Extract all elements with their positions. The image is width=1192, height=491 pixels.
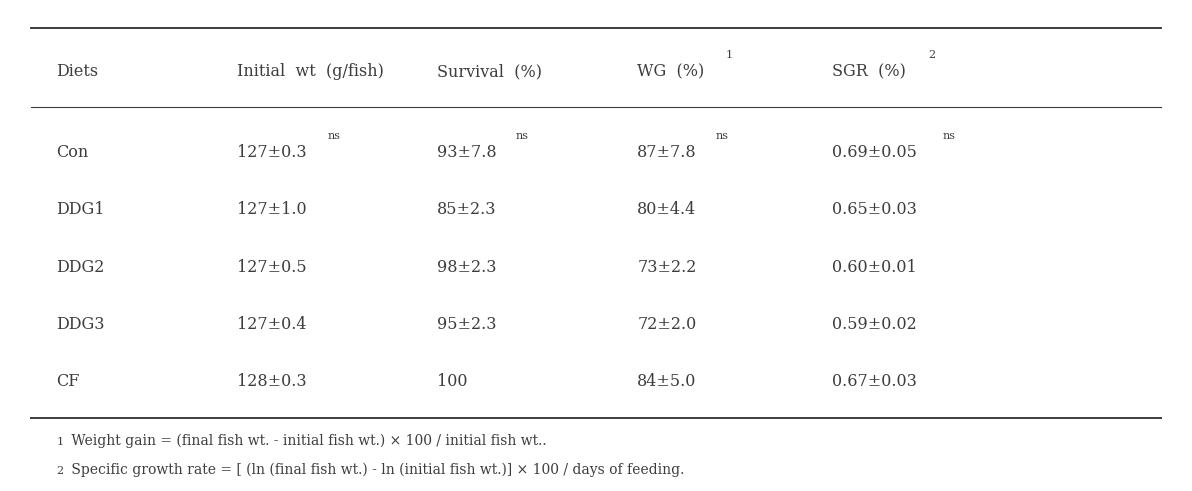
Text: Con: Con xyxy=(56,144,88,161)
Text: 84±5.0: 84±5.0 xyxy=(638,373,696,390)
Text: 127±0.5: 127±0.5 xyxy=(237,259,306,276)
Text: 85±2.3: 85±2.3 xyxy=(437,201,496,218)
Text: 73±2.2: 73±2.2 xyxy=(638,259,696,276)
Text: 1: 1 xyxy=(56,437,63,447)
Text: Initial  wt  (g/fish): Initial wt (g/fish) xyxy=(237,63,384,80)
Text: 80±4.4: 80±4.4 xyxy=(638,201,696,218)
Text: 95±2.3: 95±2.3 xyxy=(437,316,496,333)
Text: 72±2.0: 72±2.0 xyxy=(638,316,696,333)
Text: DDG1: DDG1 xyxy=(56,201,105,218)
Text: WG  (%): WG (%) xyxy=(638,63,704,80)
Text: 0.65±0.03: 0.65±0.03 xyxy=(832,201,917,218)
Text: 2: 2 xyxy=(929,50,936,60)
Text: CF: CF xyxy=(56,373,80,390)
Text: 1: 1 xyxy=(726,50,732,60)
Text: ns: ns xyxy=(942,131,955,141)
Text: 0.60±0.01: 0.60±0.01 xyxy=(832,259,917,276)
Text: Survival  (%): Survival (%) xyxy=(437,63,542,80)
Text: 100: 100 xyxy=(437,373,467,390)
Text: 0.67±0.03: 0.67±0.03 xyxy=(832,373,917,390)
Text: ns: ns xyxy=(715,131,728,141)
Text: 128±0.3: 128±0.3 xyxy=(237,373,306,390)
Text: DDG2: DDG2 xyxy=(56,259,105,276)
Text: ns: ns xyxy=(515,131,528,141)
Text: 127±1.0: 127±1.0 xyxy=(237,201,306,218)
Text: Diets: Diets xyxy=(56,63,99,80)
Text: DDG3: DDG3 xyxy=(56,316,105,333)
Text: 127±0.3: 127±0.3 xyxy=(237,144,306,161)
Text: Weight gain = (final fish wt. - initial fish wt.) × 100 / initial fish wt..: Weight gain = (final fish wt. - initial … xyxy=(67,434,546,448)
Text: 93±7.8: 93±7.8 xyxy=(437,144,497,161)
Text: Specific growth rate = [ (ln (final fish wt.) - ln (initial fish wt.)] × 100 / d: Specific growth rate = [ (ln (final fish… xyxy=(67,462,684,477)
Text: SGR  (%): SGR (%) xyxy=(832,63,906,80)
Text: 0.59±0.02: 0.59±0.02 xyxy=(832,316,917,333)
Text: ns: ns xyxy=(328,131,341,141)
Text: 87±7.8: 87±7.8 xyxy=(638,144,697,161)
Text: 98±2.3: 98±2.3 xyxy=(437,259,496,276)
Text: 0.69±0.05: 0.69±0.05 xyxy=(832,144,917,161)
Text: 127±0.4: 127±0.4 xyxy=(237,316,306,333)
Text: 2: 2 xyxy=(56,465,63,476)
